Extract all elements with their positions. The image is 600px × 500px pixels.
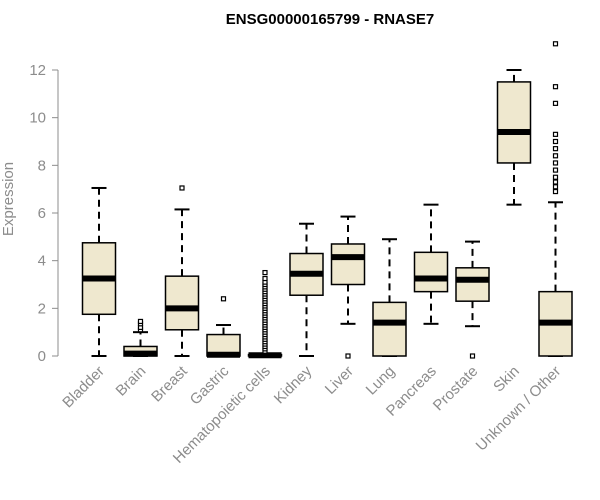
y-axis: 0 2 4 6 8 10 12 <box>29 62 59 365</box>
boxes-layer <box>81 41 573 359</box>
iqr-box <box>330 243 366 286</box>
outlier-point <box>552 188 559 195</box>
outlier-point <box>345 353 351 359</box>
y-tick-label: 4 <box>38 253 46 270</box>
outlier-point <box>469 353 476 359</box>
box-gastric <box>206 296 241 358</box>
x-tick-label: Liver <box>322 363 357 398</box>
box-hematopoietic-cells <box>247 269 283 359</box>
x-tick-label: Bladder <box>59 363 108 412</box>
y-tick-label: 2 <box>38 300 46 317</box>
box-breast <box>164 185 200 357</box>
iqr-box <box>496 81 532 164</box>
y-tick-label: 10 <box>29 110 46 127</box>
outlier-point <box>137 318 144 325</box>
x-tick-label: Breast <box>148 362 191 405</box>
outlier-point <box>552 179 559 185</box>
y-axis-label: Expression <box>0 162 17 236</box>
iqr-box <box>455 267 490 302</box>
outlier-point <box>552 153 559 159</box>
iqr-box <box>164 275 200 331</box>
outlier-point <box>552 41 559 47</box>
outlier-point <box>552 138 559 145</box>
box-liver <box>330 215 366 359</box>
y-tick-label: 0 <box>38 348 46 365</box>
outlier-point <box>179 185 185 191</box>
box-prostate <box>455 240 490 359</box>
outlier-point <box>552 146 559 152</box>
outlier-point <box>552 131 559 137</box>
x-tick-label: Lung <box>363 363 399 399</box>
box-unknown-other <box>538 41 573 357</box>
outlier-point <box>262 269 268 276</box>
y-tick-label: 6 <box>38 205 46 222</box>
iqr-box <box>413 251 449 293</box>
x-tick-label: Kidney <box>271 362 316 407</box>
outlier-point <box>552 184 559 190</box>
box-lung <box>372 238 407 357</box>
box-kidney <box>289 222 324 357</box>
box-skin <box>496 69 532 206</box>
outlier-point <box>552 100 559 106</box>
outlier-point <box>552 160 559 166</box>
x-tick-label: Brain <box>113 363 150 400</box>
chart-title: ENSG00000165799 - RNASE7 <box>226 11 434 28</box>
iqr-box <box>372 301 407 357</box>
box-brain <box>123 318 158 357</box>
outlier-point <box>552 174 559 180</box>
box-bladder <box>81 186 117 357</box>
outlier-point <box>262 275 268 282</box>
box-pancreas <box>413 203 449 325</box>
y-tick-label: 8 <box>38 157 46 174</box>
y-tick-label: 12 <box>29 62 46 79</box>
x-tick-label: Skin <box>490 363 523 396</box>
outlier-point <box>552 84 559 90</box>
outlier-point <box>220 296 227 302</box>
outlier-point <box>552 167 559 173</box>
x-tick-label: Prostate <box>430 363 482 415</box>
